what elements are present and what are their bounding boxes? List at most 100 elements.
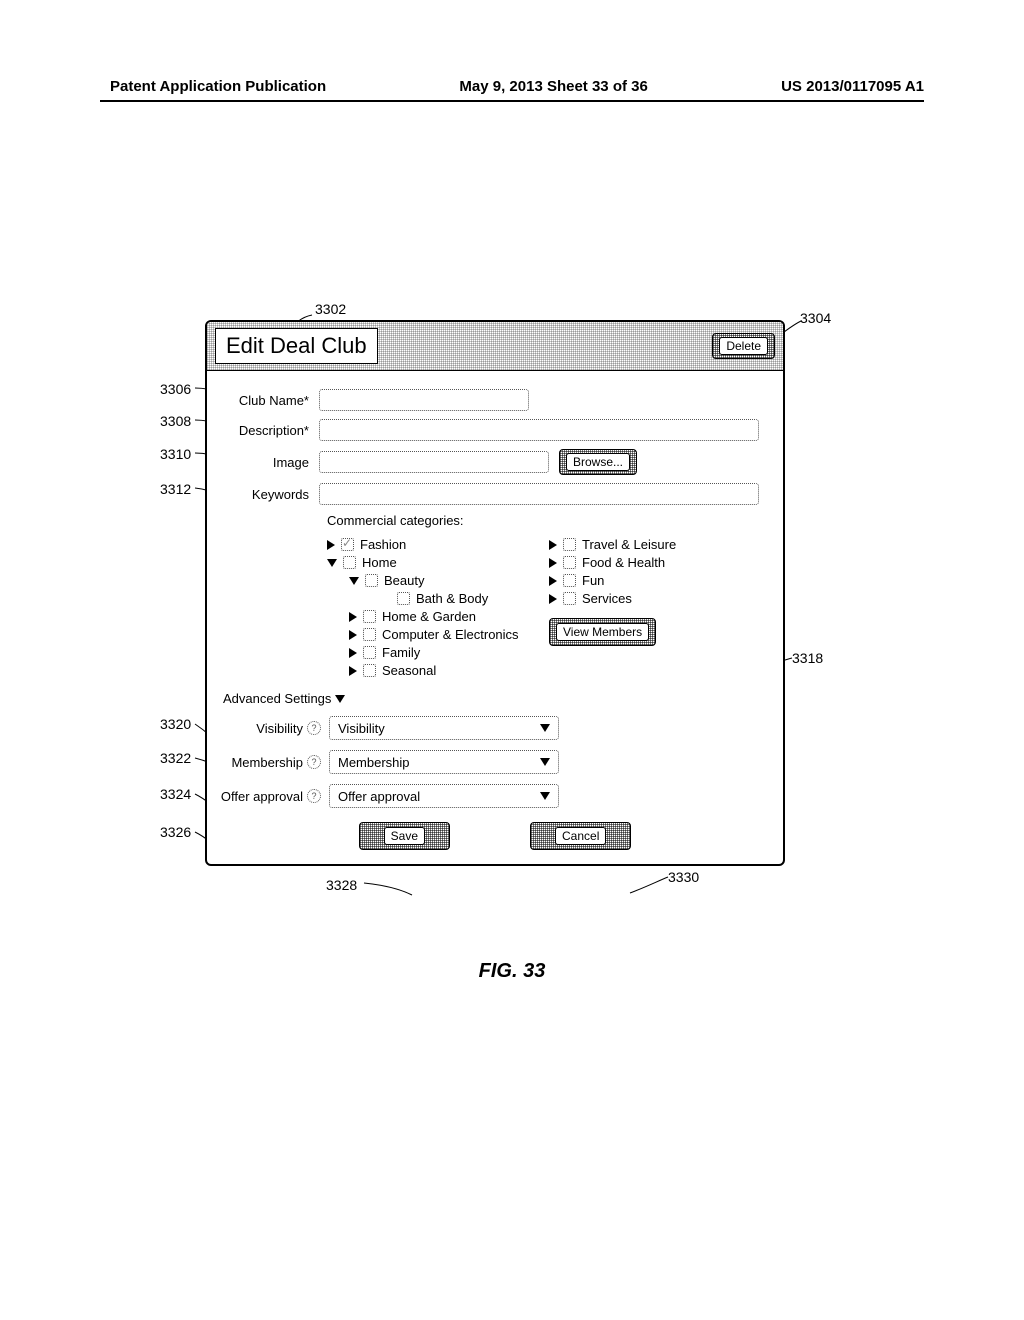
- header-center: May 9, 2013 Sheet 33 of 36: [459, 78, 647, 95]
- help-icon[interactable]: ?: [307, 755, 321, 769]
- category-label: Services: [582, 591, 632, 606]
- chevron-down-icon: [335, 695, 345, 703]
- category-label: Fashion: [360, 537, 406, 552]
- category-row[interactable]: Home & Garden: [349, 609, 549, 624]
- header-divider: [100, 100, 924, 102]
- category-label: Beauty: [384, 573, 424, 588]
- expand-right-icon: [549, 540, 557, 550]
- browse-button-label: Browse...: [566, 453, 630, 471]
- chevron-down-icon: [540, 758, 550, 766]
- category-row[interactable]: Bath & Body: [383, 591, 549, 606]
- edit-deal-club-panel: Edit Deal Club Delete Club Name* Descrip…: [205, 320, 785, 866]
- category-label: Bath & Body: [416, 591, 488, 606]
- ann-3324: 3324: [160, 786, 191, 802]
- category-label: Seasonal: [382, 663, 436, 678]
- checkbox-icon[interactable]: [363, 628, 376, 641]
- expand-down-icon: [349, 577, 359, 585]
- help-icon[interactable]: ?: [307, 721, 321, 735]
- figure-caption: FIG. 33: [0, 960, 1024, 983]
- expand-down-icon: [327, 559, 337, 567]
- cancel-button[interactable]: Cancel: [530, 822, 631, 850]
- category-row[interactable]: Fun: [549, 573, 771, 588]
- image-label: Image: [219, 455, 319, 470]
- categories-area: Fashion Home Beauty Bath & Body Home & Garde…: [327, 534, 771, 681]
- page-header: Patent Application Publication May 9, 20…: [0, 78, 1024, 95]
- category-label: Computer & Electronics: [382, 627, 519, 642]
- advanced-settings-toggle[interactable]: Advanced Settings: [223, 691, 771, 706]
- browse-button[interactable]: Browse...: [559, 449, 637, 475]
- advanced-settings-label: Advanced Settings: [223, 691, 331, 706]
- ann-3326: 3326: [160, 824, 191, 840]
- checkbox-icon[interactable]: [365, 574, 378, 587]
- ann-3328: 3328: [326, 877, 357, 893]
- expand-right-icon: [349, 666, 357, 676]
- chevron-down-icon: [540, 724, 550, 732]
- ann-3306: 3306: [160, 381, 191, 397]
- checkbox-icon[interactable]: [563, 556, 576, 569]
- expand-right-icon: [349, 612, 357, 622]
- checkbox-icon[interactable]: [397, 592, 410, 605]
- membership-select-value: Membership: [338, 755, 410, 770]
- keywords-label: Keywords: [219, 487, 319, 502]
- club-name-input[interactable]: [319, 389, 529, 411]
- expand-right-icon: [349, 648, 357, 658]
- checkbox-icon[interactable]: [343, 556, 356, 569]
- help-icon[interactable]: ?: [307, 789, 321, 803]
- checkbox-icon[interactable]: [563, 592, 576, 605]
- category-row[interactable]: Food & Health: [549, 555, 771, 570]
- category-row[interactable]: Services: [549, 591, 771, 606]
- expand-right-icon: [549, 594, 557, 604]
- delete-button[interactable]: Delete: [712, 333, 775, 359]
- category-row[interactable]: Family: [349, 645, 549, 660]
- categories-header: Commercial categories:: [327, 513, 771, 528]
- checkbox-icon[interactable]: [363, 664, 376, 677]
- panel-title: Edit Deal Club: [215, 328, 378, 364]
- ann-3310: 3310: [160, 446, 191, 462]
- checkbox-icon[interactable]: [563, 538, 576, 551]
- view-members-label: View Members: [556, 623, 649, 641]
- ann-3302: 3302: [315, 301, 346, 317]
- membership-select[interactable]: Membership: [329, 750, 559, 774]
- view-members-button[interactable]: View Members: [549, 618, 656, 646]
- visibility-field-label: Visibility: [256, 721, 303, 736]
- category-row[interactable]: Computer & Electronics: [349, 627, 549, 642]
- membership-field-label: Membership: [231, 755, 303, 770]
- category-row[interactable]: Beauty: [349, 573, 549, 588]
- visibility-select-value: Visibility: [338, 721, 385, 736]
- ann-3320: 3320: [160, 716, 191, 732]
- category-row[interactable]: Seasonal: [349, 663, 549, 678]
- keywords-input[interactable]: [319, 483, 759, 505]
- offer-approval-select-value: Offer approval: [338, 789, 420, 804]
- category-row[interactable]: Travel & Leisure: [549, 537, 771, 552]
- category-label: Family: [382, 645, 420, 660]
- expand-right-icon: [549, 576, 557, 586]
- chevron-down-icon: [540, 792, 550, 800]
- ann-3304: 3304: [800, 310, 831, 326]
- offer-approval-select[interactable]: Offer approval: [329, 784, 559, 808]
- checkbox-icon[interactable]: [563, 574, 576, 587]
- visibility-select[interactable]: Visibility: [329, 716, 559, 740]
- checkbox-icon[interactable]: [363, 610, 376, 623]
- checkbox-icon[interactable]: [363, 646, 376, 659]
- checkbox-icon[interactable]: [341, 538, 354, 551]
- club-name-label: Club Name*: [219, 393, 319, 408]
- description-input[interactable]: [319, 419, 759, 441]
- expand-right-icon: [549, 558, 557, 568]
- expand-right-icon: [349, 630, 357, 640]
- category-row[interactable]: Home: [327, 555, 549, 570]
- category-label: Food & Health: [582, 555, 665, 570]
- save-button[interactable]: Save: [359, 822, 450, 850]
- image-input[interactable]: [319, 451, 549, 473]
- offer-approval-field-label: Offer approval: [221, 789, 303, 804]
- header-right: US 2013/0117095 A1: [781, 78, 924, 95]
- category-row[interactable]: Fashion: [327, 537, 549, 552]
- ann-3322: 3322: [160, 750, 191, 766]
- ann-3330: 3330: [668, 869, 699, 885]
- cancel-button-label: Cancel: [555, 827, 606, 845]
- category-label: Home & Garden: [382, 609, 476, 624]
- expand-right-icon: [327, 540, 335, 550]
- save-button-label: Save: [384, 827, 425, 845]
- description-label: Description*: [219, 423, 319, 438]
- category-label: Fun: [582, 573, 604, 588]
- ann-3318: 3318: [792, 650, 823, 666]
